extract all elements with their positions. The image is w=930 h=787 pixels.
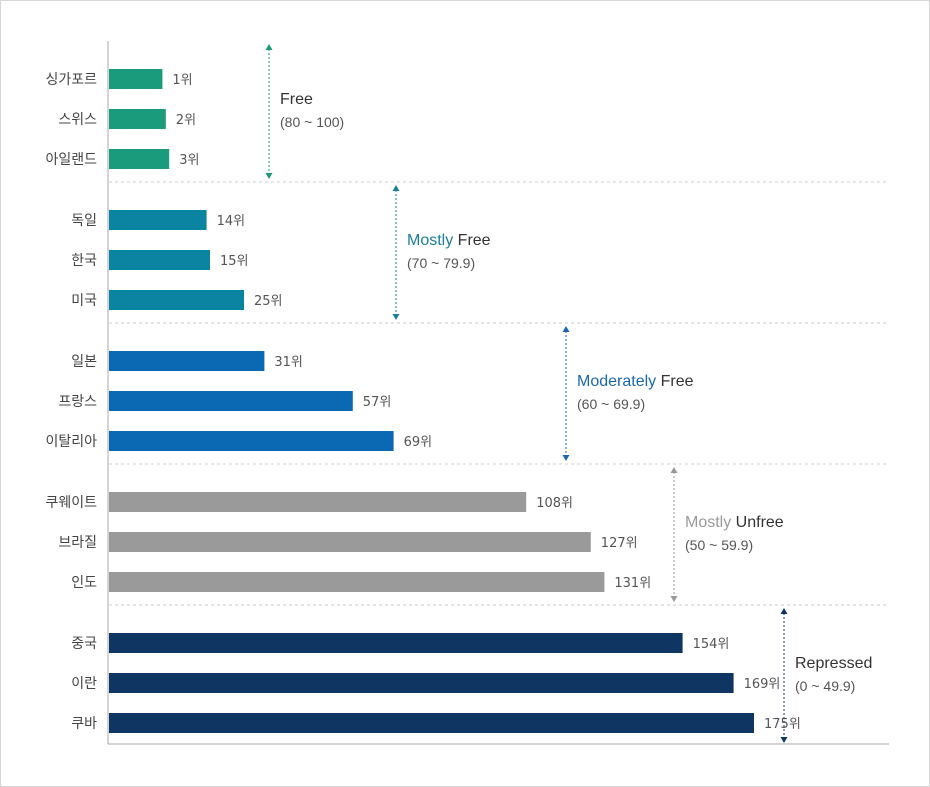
category-label: 아일랜드 [45,152,97,168]
category-label: 스위스 [58,112,97,128]
bar-4 [109,210,207,230]
bar-15 [109,713,754,733]
group-name: Mostly Unfree [685,514,784,531]
value-label: 175위 [764,717,801,732]
bar-13 [109,633,683,653]
category-label: 한국 [71,253,97,269]
category-label: 이탈리아 [45,434,97,450]
bar-8 [109,391,353,411]
value-label: 15위 [220,254,249,269]
group-brackets: Free (80 ~ 100) Mostly Free (70 ~ 79.9) Mode… [265,44,872,743]
arrow-down-icon [562,455,570,461]
value-label: 131위 [614,576,651,591]
value-label: 25위 [254,294,283,309]
axes [107,41,889,745]
category-label: 인도 [71,575,97,591]
bar-12 [109,572,605,592]
category-label: 브라질 [58,535,97,551]
arrow-up-icon [562,326,570,332]
arrow-up-icon [670,467,678,473]
value-label: 57위 [363,395,392,410]
arrow-up-icon [265,44,273,50]
value-label: 154위 [693,637,730,652]
arrow-up-icon [392,185,400,191]
category-label: 이란 [71,676,97,692]
bar-10 [109,492,527,512]
group-range: (60 ~ 69.9) [577,396,645,412]
group-name: Repressed [795,655,872,672]
bar-5 [109,250,210,270]
bar-11 [109,532,591,552]
category-label: 미국 [71,293,97,309]
group-range: (70 ~ 79.9) [407,255,475,271]
group-dividers [109,181,889,606]
arrow-down-icon [265,173,273,179]
group-name: Mostly Free [407,232,491,249]
bar-7 [109,351,265,371]
bar-6 [109,290,244,310]
bar-3 [109,149,170,169]
bar-2 [109,109,166,129]
group-range: (50 ~ 59.9) [685,537,753,553]
group-range: (80 ~ 100) [280,114,344,130]
value-label: 69위 [404,435,433,450]
bar-1 [109,69,163,89]
value-label: 14위 [217,214,246,229]
group-name: Moderately Free [577,373,694,390]
category-label: 싱가포르 [45,72,97,88]
value-label: 108위 [536,496,573,511]
category-label: 쿠바 [71,716,97,732]
value-label: 1위 [172,73,192,88]
category-label: 중국 [71,636,97,652]
category-label: 독일 [71,213,97,229]
category-label: 프랑스 [58,394,97,410]
value-label: 3위 [179,153,199,168]
bar-9 [109,431,394,451]
arrow-down-icon [670,596,678,602]
arrow-down-icon [392,314,400,320]
value-label: 127위 [601,536,638,551]
value-label: 31위 [274,355,303,370]
group-range: (0 ~ 49.9) [795,678,855,694]
arrow-down-icon [780,737,788,743]
group-name: Free [280,91,313,108]
arrow-up-icon [780,608,788,614]
value-label: 2위 [176,113,196,128]
category-label: 일본 [71,354,97,370]
value-label: 169위 [744,677,781,692]
bar-14 [109,673,734,693]
category-label: 쿠웨이트 [45,495,97,511]
